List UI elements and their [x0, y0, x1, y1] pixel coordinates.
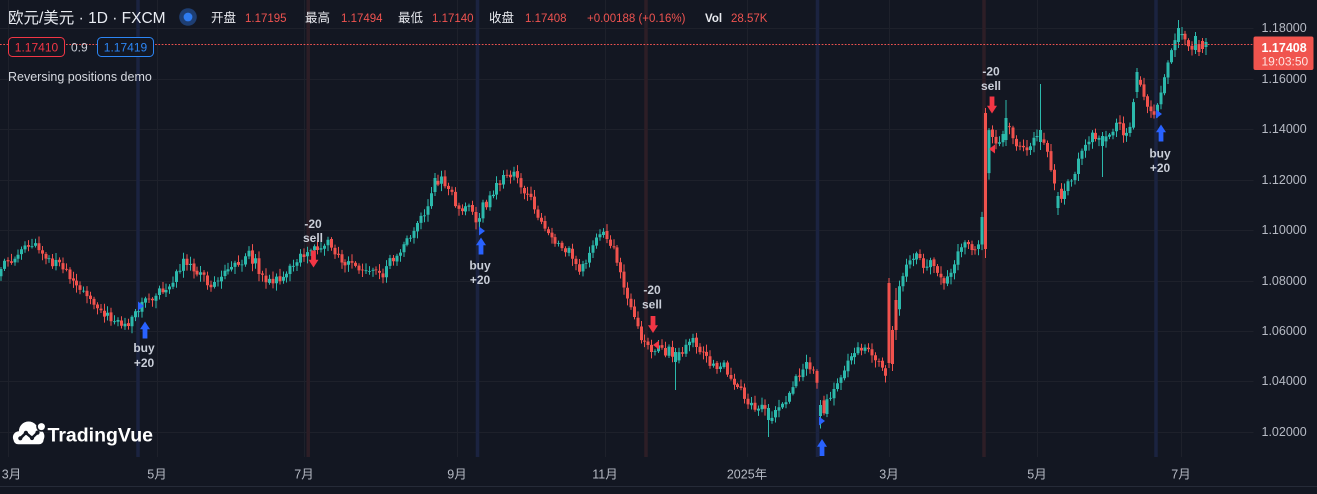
svg-text:5月: 5月: [147, 468, 166, 482]
svg-text:收盘: 收盘: [489, 10, 514, 25]
svg-text:Vol: Vol: [705, 13, 722, 25]
svg-text:+20: +20: [470, 273, 491, 287]
svg-text:最高: 最高: [305, 10, 330, 25]
svg-text:buy: buy: [133, 341, 155, 355]
svg-text:TradingVue: TradingVue: [48, 425, 154, 447]
svg-text:5月: 5月: [1027, 468, 1046, 482]
svg-text:2025年: 2025年: [727, 468, 767, 482]
svg-text:7月: 7月: [1171, 468, 1190, 482]
svg-text:1.04000: 1.04000: [1262, 374, 1307, 388]
svg-text:28.57K: 28.57K: [731, 13, 768, 25]
svg-text:-20: -20: [982, 65, 1000, 79]
svg-text:1.12000: 1.12000: [1262, 173, 1307, 187]
svg-text:sell: sell: [303, 231, 323, 245]
svg-text:1.17419: 1.17419: [104, 41, 148, 55]
svg-text:1.17494: 1.17494: [341, 13, 383, 25]
svg-text:1.17140: 1.17140: [432, 13, 474, 25]
svg-text:3月: 3月: [879, 468, 898, 482]
svg-text:1.17408: 1.17408: [1262, 41, 1307, 55]
svg-text:11月: 11月: [592, 468, 617, 482]
svg-text:+20: +20: [1150, 161, 1171, 175]
svg-text:欧元/美元 · 1D · FXCM: 欧元/美元 · 1D · FXCM: [8, 9, 166, 27]
svg-text:buy: buy: [469, 259, 491, 273]
svg-text:sell: sell: [981, 79, 1001, 93]
svg-text:+0.00188 (+0.16%): +0.00188 (+0.16%): [587, 13, 686, 25]
svg-text:1.02000: 1.02000: [1262, 425, 1307, 439]
svg-text:+20: +20: [134, 356, 155, 370]
svg-text:1.17410: 1.17410: [15, 41, 59, 55]
svg-text:buy: buy: [1149, 147, 1171, 161]
svg-text:9月: 9月: [447, 468, 466, 482]
svg-text:1.06000: 1.06000: [1262, 324, 1307, 338]
svg-text:1.14000: 1.14000: [1262, 122, 1307, 136]
svg-text:3月: 3月: [2, 468, 21, 482]
svg-text:1.16000: 1.16000: [1262, 72, 1307, 86]
svg-text:最低: 最低: [398, 11, 424, 25]
svg-text:1.10000: 1.10000: [1262, 223, 1307, 237]
svg-text:1.18000: 1.18000: [1262, 21, 1307, 35]
svg-text:开盘: 开盘: [211, 10, 236, 25]
svg-text:sell: sell: [642, 298, 662, 312]
svg-text:Reversing positions demo: Reversing positions demo: [8, 70, 152, 84]
svg-text:1.08000: 1.08000: [1262, 274, 1307, 288]
svg-text:0.9: 0.9: [71, 41, 88, 55]
svg-text:-20: -20: [643, 283, 661, 297]
svg-text:19:03:50: 19:03:50: [1262, 55, 1309, 69]
svg-text:1.17408: 1.17408: [525, 13, 567, 25]
svg-text:-20: -20: [304, 217, 322, 231]
svg-text:7月: 7月: [294, 468, 313, 482]
svg-text:1.17195: 1.17195: [245, 13, 287, 25]
